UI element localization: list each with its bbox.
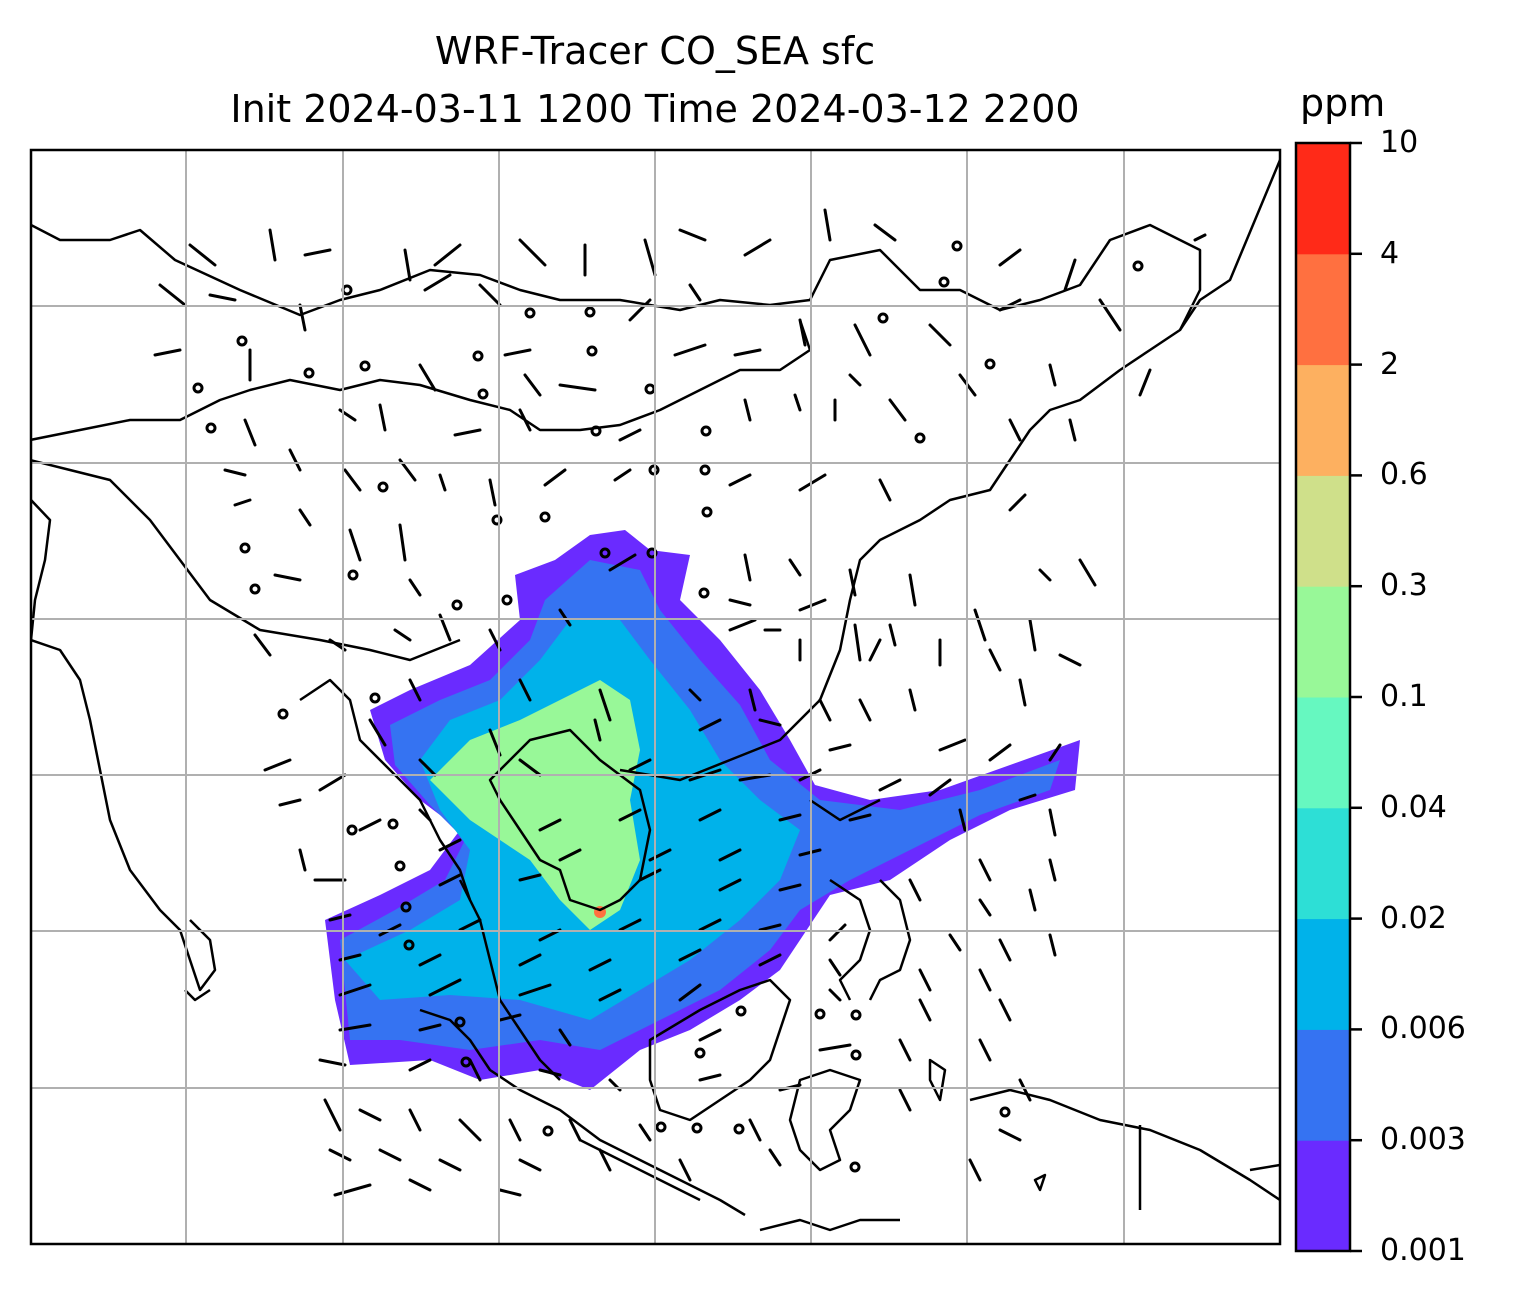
colorbar-tick-label: 0.04 [1380,789,1447,825]
colorbar-segment [1296,143,1350,255]
colorbar-tick-label: 2 [1380,346,1400,382]
title-line-1: WRF-Tracer CO_SEA sfc [434,29,876,73]
colorbar-tick-label: 0.3 [1380,568,1428,604]
colorbar-tick-label: 10 [1380,125,1419,160]
colorbar-tick-label: 0.02 [1380,900,1447,936]
colorbar-unit-label: ppm [1300,81,1386,125]
tracer-plume [325,530,1080,1090]
colorbar-segment [1296,807,1350,920]
wind-barbs [153,208,1207,1197]
title-line-2: Init 2024-03-11 1200 Time 2024-03-12 220… [230,87,1080,131]
colorbar-tick-label: 4 [1380,235,1400,271]
colorbar-tick-label: 0.6 [1380,457,1428,493]
colorbar-tick-label: 0.003 [1380,1122,1466,1158]
colorbar-tick-label: 0.006 [1380,1011,1466,1047]
map-gridlines [31,150,1280,1244]
colorbar-segment [1296,475,1350,587]
colorbar-segment [1296,586,1350,698]
colorbar-segment [1296,364,1350,476]
colorbar-tick-label: 0.001 [1380,1233,1466,1268]
colorbar-segment [1296,253,1350,366]
colorbar-segment [1296,1029,1350,1141]
colorbar-segment [1296,1140,1350,1252]
map-border [29,148,1282,1246]
colorbar-segment [1296,918,1350,1030]
colorbar [1294,141,1362,1253]
colorbar-segment [1296,697,1350,809]
colorbar-tick-label: 0.1 [1380,679,1428,714]
plume-level-peak [430,680,640,930]
